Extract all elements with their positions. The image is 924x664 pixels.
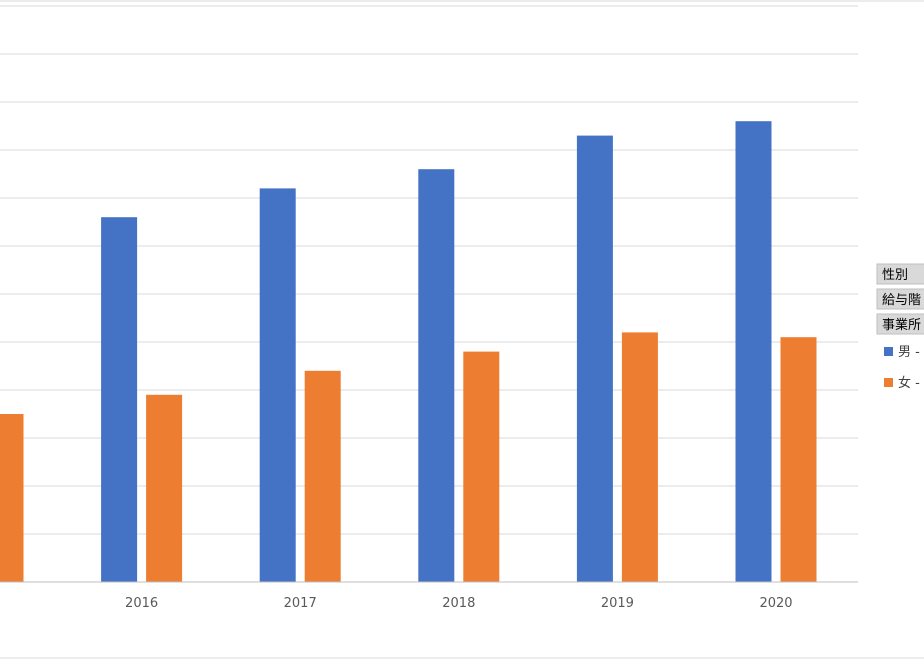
bar[interactable]: [146, 394, 183, 582]
pivot-button-office[interactable]: 事業所: [876, 313, 924, 335]
bars: [0, 121, 817, 582]
x-axis: 2016 2017 2018 2019 2020: [0, 581, 858, 611]
legend-label-female: 女 -: [898, 375, 920, 391]
bar[interactable]: [621, 332, 658, 582]
legend: 男 - 女 -: [884, 345, 920, 391]
bar[interactable]: [101, 217, 138, 582]
pivot-button-salary-level[interactable]: 給与階: [876, 288, 924, 310]
legend-item-female[interactable]: 女 -: [884, 375, 920, 391]
pivot-button-gender-label: 性別: [882, 268, 908, 283]
legend-item-male[interactable]: 男 -: [884, 345, 920, 360]
bar[interactable]: [463, 351, 500, 582]
x-tick-label: 2020: [759, 596, 792, 611]
legend-swatch-female: [884, 378, 893, 387]
pivot-button-salary-level-label: 給与階: [882, 293, 921, 308]
x-tick-label: 2017: [284, 596, 317, 611]
bar[interactable]: [735, 121, 772, 582]
bar[interactable]: [780, 337, 817, 582]
legend-swatch-male: [884, 347, 893, 356]
legend-label-male: 男 -: [898, 345, 920, 360]
bar[interactable]: [576, 135, 613, 582]
pivot-button-gender[interactable]: 性別: [876, 263, 924, 285]
bar[interactable]: [259, 188, 296, 582]
x-tick-label: 2018: [442, 596, 475, 611]
bar[interactable]: [304, 370, 341, 582]
x-tick-label: 2019: [601, 596, 634, 611]
bar[interactable]: [0, 414, 24, 582]
pivot-button-office-label: 事業所: [882, 317, 921, 333]
bar[interactable]: [418, 169, 455, 582]
pivot-field-buttons: 性別 給与階 事業所: [876, 263, 924, 335]
x-tick-label: 2016: [125, 596, 158, 611]
